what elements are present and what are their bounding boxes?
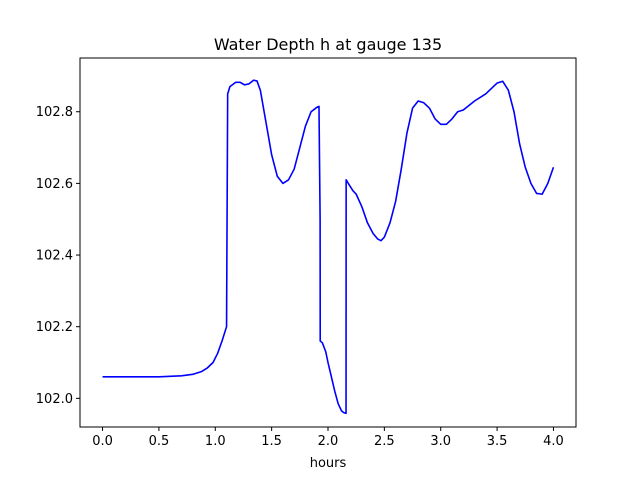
series-line-0 (102, 79, 555, 415)
y-axis: 102.0 102.2 102.4 102.6 102.8 (36, 105, 80, 407)
x-axis-label: hours (310, 456, 347, 471)
y-tick-label: 102.0 (36, 392, 73, 407)
plot-frame (79, 57, 577, 428)
x-tick-label: 0.0 (92, 434, 113, 449)
plot-lines (102, 79, 555, 415)
x-axis: 0.0 0.5 1.0 1.5 2.0 2.5 3.0 3.5 4.0 (92, 427, 564, 449)
x-tick-label: 2.5 (374, 434, 395, 449)
x-tick-label: 4.0 (543, 434, 564, 449)
x-tick-label: 3.0 (430, 434, 451, 449)
x-tick-label: 1.5 (261, 434, 282, 449)
y-tick-label: 102.6 (36, 177, 73, 192)
y-tick-label: 102.8 (36, 105, 73, 120)
y-tick-label: 102.2 (36, 320, 73, 335)
chart-title: Water Depth h at gauge 135 (214, 35, 442, 54)
x-tick-label: 3.5 (487, 434, 508, 449)
x-tick-label: 0.5 (149, 434, 170, 449)
y-tick-label: 102.4 (36, 249, 73, 264)
x-tick-label: 1.0 (205, 434, 226, 449)
x-tick-label: 2.0 (318, 434, 339, 449)
plot-area (80, 58, 576, 427)
